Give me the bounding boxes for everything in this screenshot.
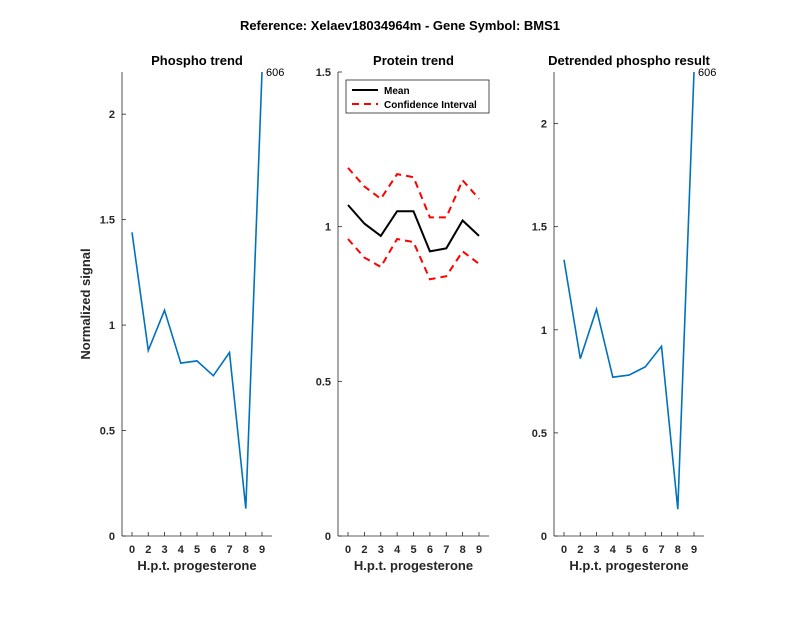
detrended-xtick-label: 2 — [577, 544, 583, 556]
protein-xtick-label: 6 — [427, 544, 433, 556]
phospho-xtick-label: 7 — [226, 544, 232, 556]
protein-legend-label: Mean — [384, 86, 410, 97]
phospho-ylabel: Normalized signal — [78, 248, 93, 359]
detrended-xtick-label: 3 — [593, 544, 599, 556]
protein-xlabel: H.p.t. progesterone — [354, 558, 473, 573]
detrended-xtick-label: 6 — [642, 544, 648, 556]
phospho-ytick-label: 0.5 — [100, 426, 115, 438]
phospho-title: Phospho trend — [151, 53, 243, 68]
detrended-xtick-label: 5 — [626, 544, 632, 556]
phospho-point-annotation: 606 — [266, 67, 284, 79]
protein-mean-line — [347, 204, 480, 253]
protein-ytick-label: 1 — [325, 222, 331, 234]
detrended-xlabel: H.p.t. progesterone — [569, 558, 688, 573]
protein-xtick-label: 4 — [394, 544, 401, 556]
detrended-ytick-label: 2 — [541, 119, 547, 131]
phospho-series-line — [131, 71, 263, 509]
phospho-xtick-label: 0 — [129, 544, 135, 556]
protein-legend-box — [345, 79, 490, 114]
detrended-series-line — [563, 71, 695, 510]
protein-ytick-label: 0.5 — [316, 376, 331, 388]
protein-xtick-label: 5 — [410, 544, 416, 556]
detrended-ytick-label: 1 — [541, 325, 547, 337]
detrended-title: Detrended phospho result — [548, 53, 710, 68]
protein-xtick-label: 9 — [476, 544, 482, 556]
detrended-xtick-label: 7 — [658, 544, 664, 556]
protein-ytick-label: 1.5 — [316, 67, 331, 79]
detrended-point-annotation: 606 — [698, 67, 716, 79]
protein-xtick-label: 7 — [443, 544, 449, 556]
phospho-ytick-label: 1 — [109, 320, 115, 332]
phospho-ytick-label: 1.5 — [100, 215, 115, 227]
phospho-ytick-label: 2 — [109, 109, 115, 121]
phospho-xtick-label: 8 — [243, 544, 249, 556]
detrended-ytick-label: 0 — [541, 531, 547, 543]
phospho-ytick-label: 0 — [109, 531, 115, 543]
protein-title: Protein trend — [373, 53, 454, 68]
detrended-xtick-label: 4 — [610, 544, 617, 556]
phospho-xtick-label: 9 — [259, 544, 265, 556]
phospho-xtick-label: 6 — [210, 544, 216, 556]
detrended-ytick-label: 0.5 — [532, 428, 547, 440]
phospho-xtick-label: 5 — [194, 544, 200, 556]
detrended-xtick-label: 8 — [675, 544, 681, 556]
protein-xtick-label: 8 — [460, 544, 466, 556]
detrended-xtick-label: 0 — [561, 544, 567, 556]
protein-xtick-label: 3 — [378, 544, 384, 556]
phospho-xlabel: H.p.t. progesterone — [137, 558, 256, 573]
detrended-xtick-label: 9 — [691, 544, 697, 556]
protein-ytick-label: 0 — [325, 531, 331, 543]
protein-xtick-label: 0 — [345, 544, 351, 556]
phospho-xtick-label: 2 — [145, 544, 151, 556]
figure-title: Reference: Xelaev18034964m - Gene Symbol… — [240, 18, 560, 33]
protein-xtick-label: 2 — [361, 544, 367, 556]
protein-ci-lower-line — [347, 237, 480, 281]
detrended-ytick-label: 1.5 — [532, 222, 547, 234]
phospho-xtick-label: 4 — [178, 544, 185, 556]
protein-legend-label: Confidence Interval — [384, 100, 477, 111]
phospho-xtick-label: 3 — [161, 544, 167, 556]
protein-ci-upper-line — [347, 167, 480, 219]
